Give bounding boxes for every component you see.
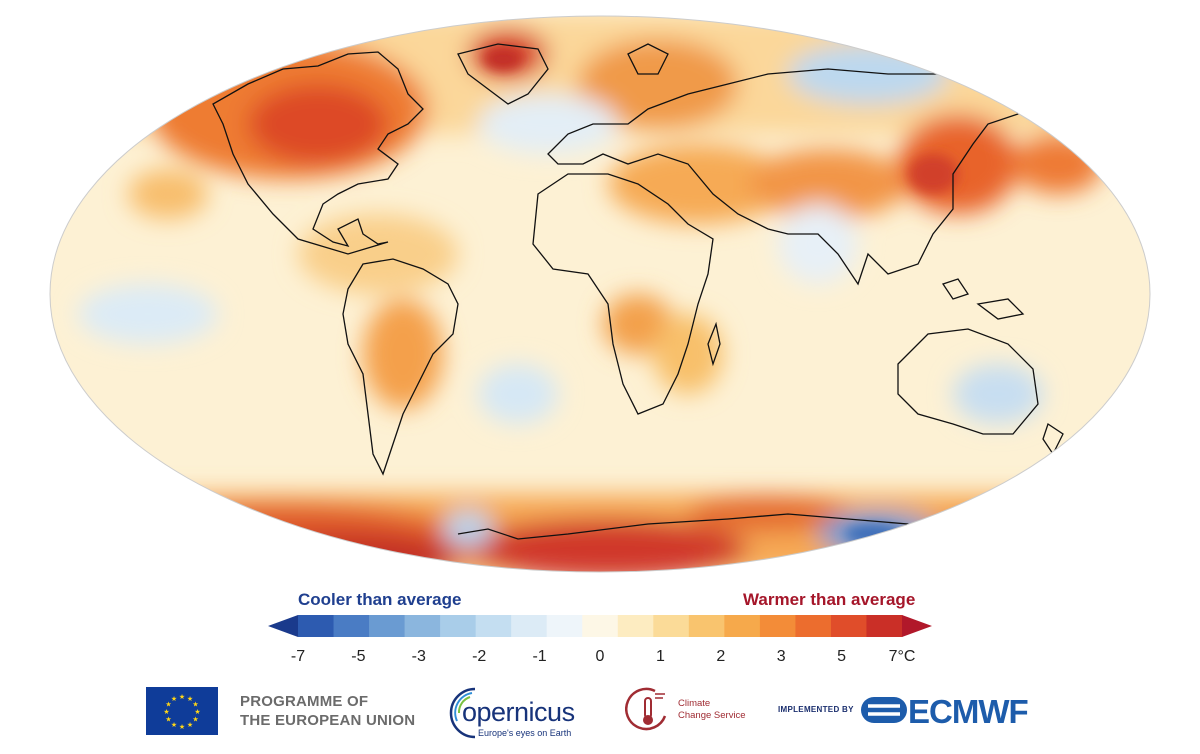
colorbar-swatch xyxy=(333,615,370,637)
world-temperature-anomaly-map xyxy=(49,15,1151,573)
copernicus-wordmark: opernicus xyxy=(462,697,575,727)
svg-text:★: ★ xyxy=(163,708,169,716)
eu-flag-logo: ★ ★ ★ ★ ★ ★ ★ ★ ★ ★ ★ ★ xyxy=(146,687,218,735)
eu-line-1: PROGRAMME OF xyxy=(240,693,369,710)
colorbar-extend-cold xyxy=(268,615,298,637)
colorbar-tick-label: 5 xyxy=(837,648,847,665)
colorbar-tick-label: 0 xyxy=(595,648,605,665)
svg-text:★: ★ xyxy=(179,723,185,731)
colorbar-swatch xyxy=(404,615,441,637)
svg-text:★: ★ xyxy=(194,708,200,716)
colorbar-tick-label: 3 xyxy=(776,648,786,665)
svg-text:★: ★ xyxy=(165,716,171,724)
svg-text:★: ★ xyxy=(187,695,193,703)
colorbar-swatch xyxy=(511,615,548,637)
svg-text:★: ★ xyxy=(165,701,171,709)
colorbar-tick-label: -5 xyxy=(351,648,366,665)
colorbar-swatch xyxy=(759,615,796,637)
colorbar-tick-label: -7 xyxy=(290,648,306,665)
copernicus-logo-icon xyxy=(449,687,476,739)
eu-programme-text: PROGRAMME OF THE EUROPEAN UNION xyxy=(240,692,415,730)
anomaly-field xyxy=(50,16,1150,572)
colorbar-swatch xyxy=(546,615,583,637)
warmer-than-average-label: Warmer than average xyxy=(743,590,916,609)
colorbar-swatch xyxy=(866,615,903,637)
eu-stars-icon: ★ ★★ ★★★ ★★★ ★★★ xyxy=(163,693,200,731)
ecmwf-logo-icon xyxy=(861,697,907,723)
implemented-by-label: IMPLEMENTED BY xyxy=(778,705,854,714)
colorbar-extend-warm xyxy=(902,615,932,637)
colorbar-swatch xyxy=(298,615,335,637)
colorbar-swatch xyxy=(830,615,867,637)
cooler-than-average-label: Cooler than average xyxy=(298,590,462,609)
colorbar-tick-label: -2 xyxy=(472,648,487,665)
colorbar-tick-label: -1 xyxy=(532,648,547,665)
colorbar-tick-label: 1 xyxy=(655,648,665,665)
ecmwf-wordmark: ECMWF xyxy=(908,693,1029,730)
colorbar-swatch xyxy=(440,615,477,637)
colorbar-swatch xyxy=(475,615,512,637)
colorbar-tick-label: 2 xyxy=(716,648,726,665)
svg-text:★: ★ xyxy=(179,693,185,701)
svg-text:★: ★ xyxy=(192,701,198,709)
colorbar-swatch xyxy=(653,615,690,637)
climate-change-service-text: Climate Change Service xyxy=(678,698,746,722)
svg-text:★: ★ xyxy=(171,695,177,703)
svg-text:★: ★ xyxy=(171,721,177,729)
colorbar-swatch xyxy=(369,615,406,637)
svg-text:★: ★ xyxy=(187,721,193,729)
copernicus-tagline: Europe's eyes on Earth xyxy=(478,728,572,738)
colorbar xyxy=(268,615,932,637)
colorbar-swatch xyxy=(617,615,654,637)
svg-text:★: ★ xyxy=(192,716,198,724)
colorbar-tick-label: -3 xyxy=(411,648,426,665)
c3s-line-1: Climate xyxy=(678,698,711,709)
colorbar-swatch xyxy=(582,615,619,637)
climate-change-service-thermometer-icon xyxy=(625,687,667,731)
c3s-line-2: Change Service xyxy=(678,710,746,721)
colorbar-tick-label: 7°C xyxy=(888,648,916,665)
colorbar-swatch xyxy=(724,615,761,637)
eu-line-2: THE EUROPEAN UNION xyxy=(240,712,416,729)
colorbar-swatch xyxy=(795,615,832,637)
colorbar-swatch xyxy=(688,615,725,637)
